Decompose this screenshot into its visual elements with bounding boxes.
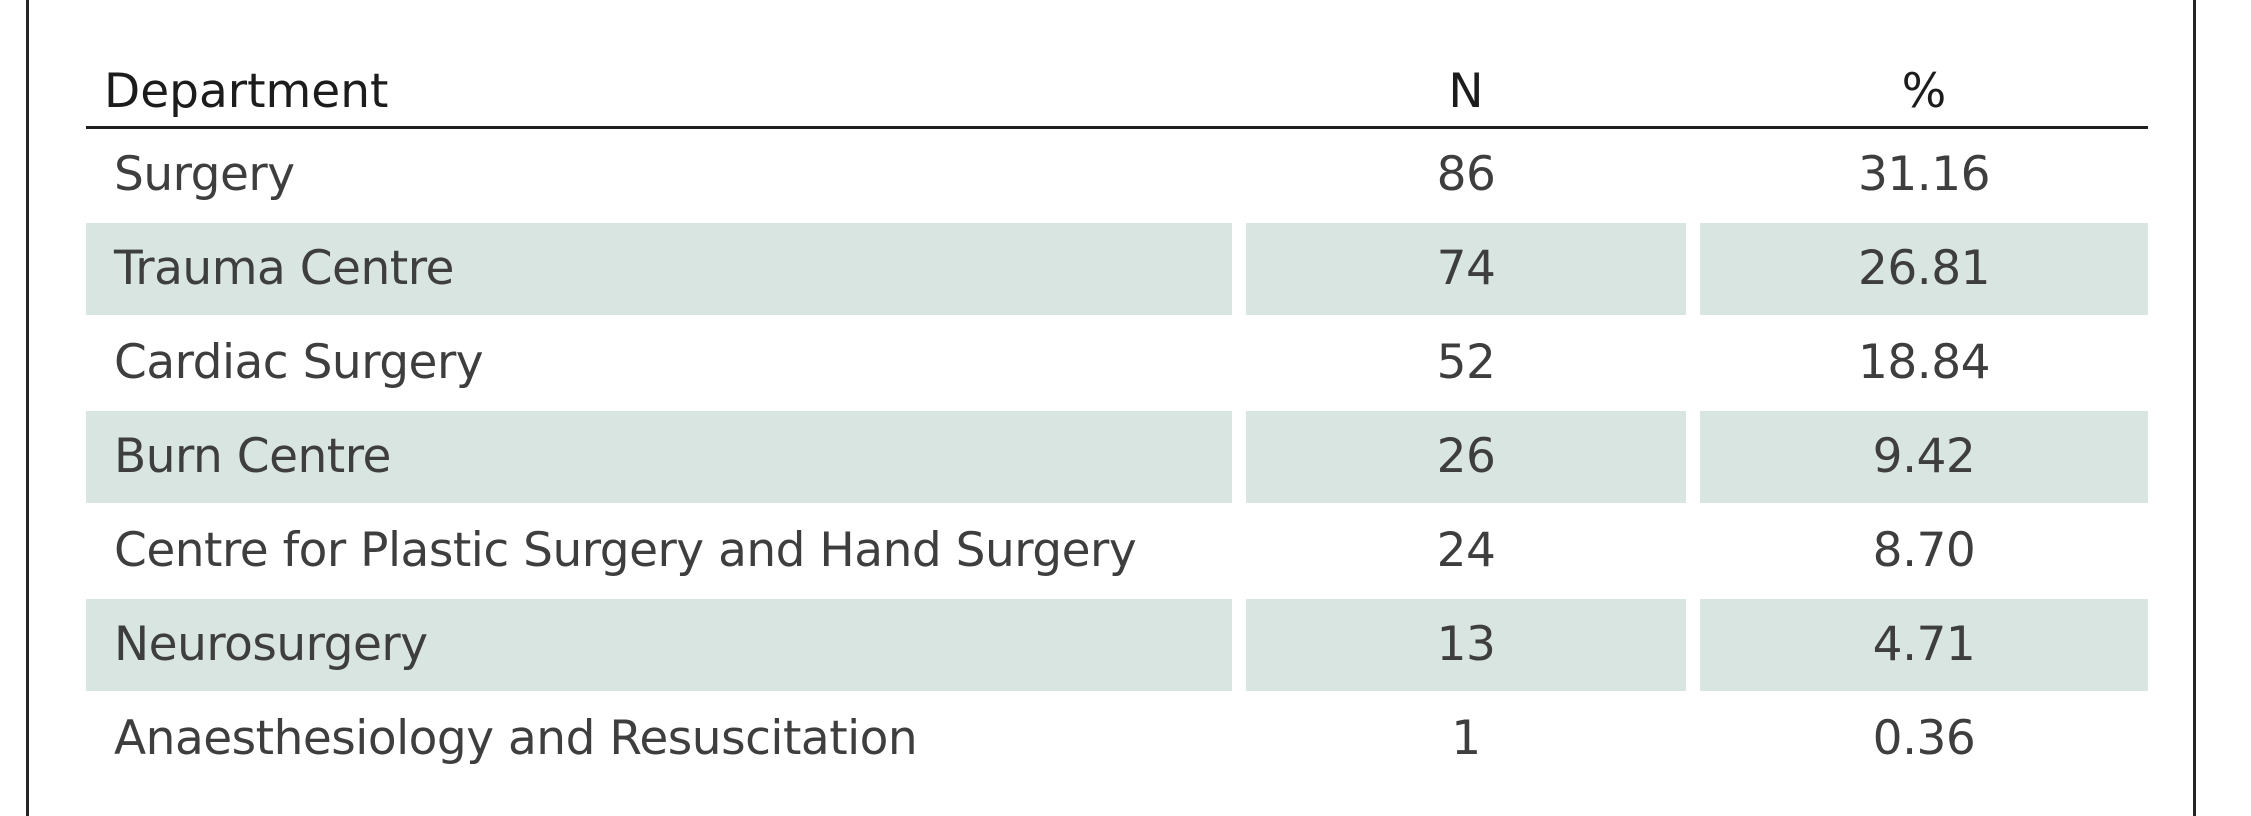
- cell-department: Trauma Centre: [86, 223, 1232, 315]
- cell-n: 86: [1436, 147, 1496, 202]
- table-frame: [26, 0, 2196, 816]
- cell-percent: 9.42: [1700, 411, 2148, 503]
- table-row: Cardiac Surgery 52 18.84: [86, 317, 2148, 411]
- cell-department: Burn Centre: [86, 411, 1232, 503]
- table-row: Neurosurgery 13 4.71: [86, 599, 2148, 693]
- cell-n: 52: [1436, 335, 1496, 390]
- cell-percent: 18.84: [1857, 335, 1991, 390]
- cell-percent: 31.16: [1857, 147, 1991, 202]
- cell-department: Cardiac Surgery: [114, 335, 484, 390]
- cell-percent: 0.36: [1872, 711, 1976, 766]
- cell-percent: 8.70: [1872, 523, 1976, 578]
- header-department: Department: [104, 64, 389, 119]
- cell-department: Centre for Plastic Surgery and Hand Surg…: [114, 523, 1137, 578]
- table-header: Department N %: [86, 58, 2148, 129]
- cell-n: 24: [1436, 523, 1496, 578]
- cell-department: Neurosurgery: [86, 599, 1232, 691]
- table-row: Anaesthesiology and Resuscitation 1 0.36: [86, 693, 2148, 787]
- cell-department: Anaesthesiology and Resuscitation: [114, 711, 918, 766]
- cell-n: 26: [1246, 411, 1686, 503]
- table-row: Centre for Plastic Surgery and Hand Surg…: [86, 505, 2148, 599]
- cell-percent: 26.81: [1700, 223, 2148, 315]
- cell-n: 74: [1246, 223, 1686, 315]
- header-percent: %: [1901, 64, 1947, 119]
- header-n: N: [1448, 64, 1484, 119]
- cell-department: Surgery: [114, 147, 295, 202]
- table-row: Surgery 86 31.16: [86, 129, 2148, 223]
- cell-percent: 4.71: [1700, 599, 2148, 691]
- cell-n: 13: [1246, 599, 1686, 691]
- table-row: Trauma Centre 74 26.81: [86, 223, 2148, 317]
- cell-n: 1: [1451, 711, 1481, 766]
- department-table: Department N % Surgery 86 31.16 Trauma C…: [86, 58, 2148, 787]
- table-row: Burn Centre 26 9.42: [86, 411, 2148, 505]
